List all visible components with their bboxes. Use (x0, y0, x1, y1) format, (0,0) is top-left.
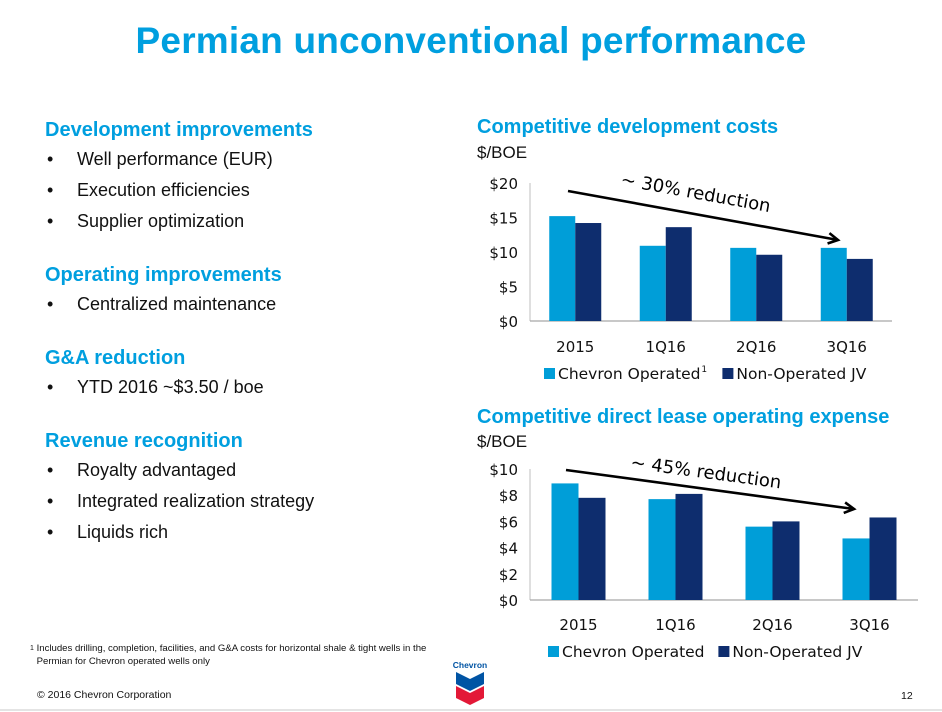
chevron-logo: Chevron (452, 660, 488, 708)
y-tick-label: $4 (499, 540, 518, 558)
legend-label: Chevron Operated (558, 365, 701, 383)
bullet-text: Well performance (EUR) (77, 149, 273, 169)
bullet-icon: • (47, 491, 54, 511)
bullet-text: Integrated realization strategy (77, 491, 315, 511)
y-tick-label: $0 (499, 592, 518, 610)
arrow-head-icon (843, 501, 857, 515)
legend-label: Non-Operated JV (736, 365, 866, 383)
chevron-emblem-icon (456, 672, 484, 705)
chart2-title: Competitive direct lease operating expen… (477, 406, 890, 428)
bullet-icon: • (47, 294, 54, 314)
bullet-text: Execution efficiencies (77, 180, 250, 200)
bar-chevron-operated (639, 245, 666, 321)
reduction-annotation: ~ 45% reduction (629, 455, 782, 493)
bar-non-operated-jv (575, 223, 602, 321)
trend-arrow (567, 189, 839, 242)
bullet-item: • Royalty advantaged (45, 455, 455, 486)
bar-non-operated-jv (772, 521, 800, 600)
bar-non-operated-jv (869, 517, 897, 600)
chart1-title: Competitive development costs (477, 116, 779, 138)
bar-chevron-operated (551, 483, 579, 600)
bar-non-operated-jv (578, 497, 606, 600)
bullet-item: • YTD 2016 ~$3.50 / boe (45, 372, 455, 403)
legend-superscript: 1 (701, 365, 707, 375)
y-tick-label: $6 (499, 513, 518, 531)
bullet-icon: • (47, 149, 54, 169)
footer-divider (0, 709, 942, 711)
bullet-icon: • (47, 377, 54, 397)
y-tick-label: $10 (489, 461, 518, 479)
section-heading: G&A reduction (45, 347, 186, 369)
y-tick-label: $15 (489, 210, 518, 228)
chart1-unit-label: $/BOE (477, 143, 528, 162)
bullet-text: Supplier optimization (77, 211, 245, 231)
x-tick-label: 1Q16 (655, 616, 695, 634)
bullet-text: YTD 2016 ~$3.50 / boe (77, 377, 264, 397)
legend-label: Chevron Operated (562, 643, 705, 661)
arrow-head-icon (827, 232, 841, 245)
legend-swatch (718, 646, 730, 657)
section-1: Operating improvements • Centralized maint… (45, 261, 455, 320)
bar-chevron-operated (820, 247, 847, 321)
page-title: Permian unconventional performance (135, 20, 807, 61)
bar-non-operated-jv (665, 227, 692, 321)
section-heading: Revenue recognition (45, 430, 243, 452)
bullet-icon: • (47, 460, 54, 480)
left-column: Development improvements • Well performanc… (45, 116, 455, 572)
bullet-item: • Well performance (EUR) (45, 144, 455, 175)
bar-chevron-operated (745, 526, 773, 600)
trend-arrow (565, 468, 855, 511)
copyright: © 2016 Chevron Corporation (37, 689, 172, 701)
bar-chevron-operated (842, 538, 870, 600)
section-3: Revenue recognition • Royalty advantaged • I… (45, 427, 455, 548)
x-tick-label: 2015 (559, 616, 597, 634)
bar-non-operated-jv (846, 258, 873, 321)
y-tick-label: $2 (499, 566, 518, 584)
y-tick-label: $5 (499, 279, 518, 297)
section-2: G&A reduction • YTD 2016 ~$3.50 / boe (45, 344, 455, 403)
bullet-item: • Supplier optimization (45, 206, 455, 237)
footnote-text: Includes drilling, completion, facilitie… (36, 643, 427, 667)
legend-swatch (722, 368, 734, 379)
bar-chevron-operated (648, 499, 676, 600)
x-tick-label: 2Q16 (736, 338, 776, 356)
section-0: Development improvements • Well performanc… (45, 116, 455, 237)
x-tick-label: 3Q16 (827, 338, 867, 356)
reduction-annotation: ~ 30% reduction (619, 169, 772, 217)
bar-non-operated-jv (675, 493, 703, 600)
bullet-text: Royalty advantaged (77, 460, 237, 480)
bullet-item: • Execution efficiencies (45, 175, 455, 206)
y-tick-label: $8 (499, 487, 518, 505)
bullet-text: Liquids rich (77, 522, 169, 542)
x-tick-label: 1Q16 (646, 338, 686, 356)
legend-label: Non-Operated JV (732, 643, 862, 661)
chart2-unit-label: $/BOE (477, 432, 528, 451)
chart2-svg: $0 $2 $4 $6 $8 $10 2015 1Q16 2Q16 3Q16 ~ 45% reduc… (489, 455, 918, 661)
bar-chevron-operated (549, 216, 576, 321)
bar-chevron-operated (730, 247, 757, 321)
bullet-item: • Integrated realization strategy (45, 486, 455, 517)
footnote-marker: 1 (30, 645, 34, 652)
section-heading: Operating improvements (45, 264, 282, 286)
y-tick-label: $10 (489, 244, 518, 262)
page-number: 12 (901, 690, 913, 702)
y-tick-label: $20 (489, 175, 518, 193)
bullet-item: • Liquids rich (45, 517, 455, 548)
chevron-logo-text: Chevron (452, 660, 488, 670)
x-tick-label: 2015 (556, 338, 594, 356)
bullet-item: • Centralized maintenance (45, 289, 455, 320)
legend-swatch (548, 646, 559, 657)
y-tick-label: $0 (499, 313, 518, 331)
section-heading: Development improvements (45, 119, 313, 141)
x-tick-label: 3Q16 (849, 616, 889, 634)
bullet-text: Centralized maintenance (77, 294, 277, 314)
bar-non-operated-jv (756, 254, 783, 321)
bullet-icon: • (47, 211, 54, 231)
bullet-icon: • (47, 180, 54, 200)
bullet-icon: • (47, 522, 54, 542)
legend-swatch (544, 368, 555, 379)
chart1-svg: $0 $5 $10 $15 $20 2015 1Q16 2Q16 3Q16 ~ 30% reduc… (489, 169, 892, 383)
x-tick-label: 2Q16 (752, 616, 792, 634)
footnote: 1 Includes drilling, completion, facilit… (30, 642, 427, 668)
